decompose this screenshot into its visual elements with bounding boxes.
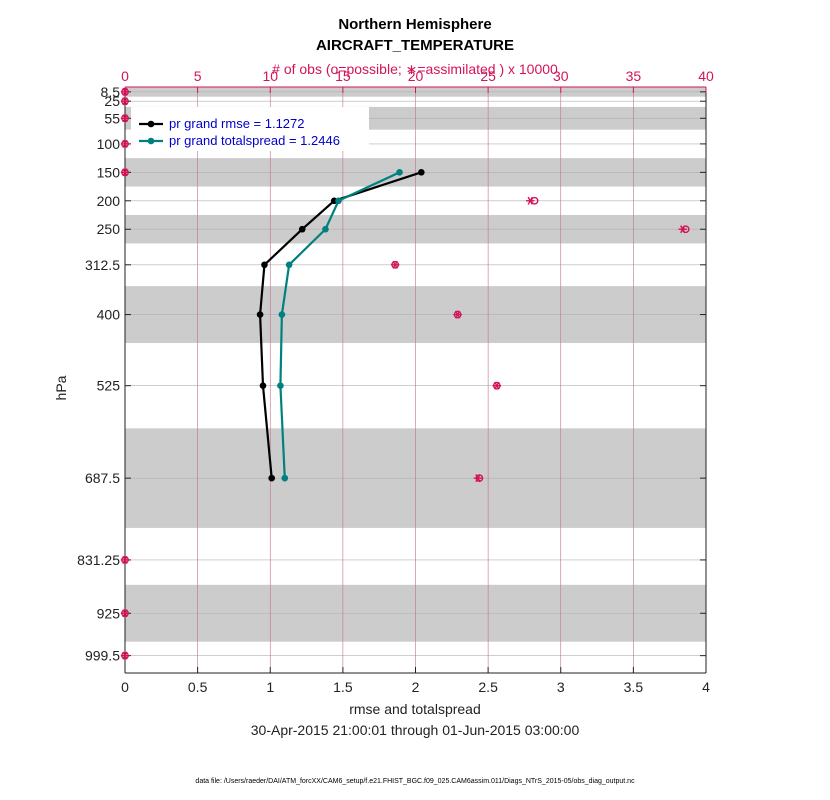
top-tick-label-2: 10 (262, 68, 278, 84)
axes: 0 0.5 1 1.5 2 2.5 3 3.5 40 5 10 15 20 25 30 35 408.52555… (77, 68, 714, 695)
top-tick-label-1: 5 (194, 68, 202, 84)
top-tick-label-8: 40 (698, 68, 714, 84)
y-tick-label-4: 150 (97, 164, 121, 180)
x-tick-label-1: 0.5 (188, 679, 208, 695)
obs-assimilated-stroke-13-2 (122, 651, 128, 660)
top-tick-label-5: 25 (480, 68, 496, 84)
obs-assimilated-stroke-6-2 (680, 225, 686, 234)
series-0-point-6 (268, 474, 276, 482)
y-tick-label-13: 999.5 (85, 648, 120, 664)
x-axis-label: rmse and totalspread (349, 701, 481, 717)
legend-box (131, 107, 369, 151)
series-0-point-3 (261, 261, 268, 269)
obs-assimilated-stroke-7-2 (392, 260, 398, 269)
x-tick-label-7: 3.5 (624, 679, 644, 695)
legend-marker-rmse (147, 120, 155, 128)
obs-assimilated-7 (390, 260, 400, 269)
legend: pr grand rmse = 1.1272 pr grand totalspr… (131, 107, 369, 151)
series-1-point-3 (285, 261, 293, 269)
y-tick-label-6: 250 (97, 221, 121, 237)
y-tick-label-3: 100 (97, 136, 121, 152)
top-tick-label-7: 35 (626, 68, 642, 84)
series-1-point-4 (278, 311, 286, 318)
obs-assimilated-stroke-5-2 (527, 196, 533, 205)
y-tick-label-9: 525 (97, 378, 121, 394)
x-tick-label-6: 3 (557, 679, 565, 695)
series-0-point-4 (256, 311, 264, 318)
y-tick-label-0: 8.5 (101, 84, 121, 100)
y-tick-label-2: 55 (104, 110, 120, 126)
y-tick-label-8: 400 (97, 307, 121, 323)
obs-assimilated-stroke-10-2 (475, 474, 481, 483)
top-tick-label-4: 20 (408, 68, 424, 84)
chart-title: Northern Hemisphere (338, 16, 491, 33)
top-tick-label-0: 0 (121, 68, 129, 84)
x-tick-label-3: 1.5 (333, 679, 353, 695)
legend-label-rmse: pr grand rmse = 1.1272 (169, 116, 305, 131)
top-tick-label-3: 15 (335, 68, 351, 84)
obs-assimilated-stroke-2-2 (122, 114, 128, 123)
series-lines (256, 169, 425, 482)
y-tick-label-11: 831.25 (77, 552, 120, 568)
series-0-point-2 (298, 225, 306, 233)
obs-assimilated-stroke-3-2 (122, 139, 128, 148)
data-file-footer: data file: /Users/raeder/DAI/ATM_forcXX/… (195, 778, 635, 785)
y-tick-label-7: 312.5 (85, 257, 120, 273)
series-1-point-6 (281, 474, 289, 482)
obs-assimilated-9 (492, 381, 502, 390)
obs-assimilated-stroke-8-2 (454, 310, 461, 319)
obs-assimilated-1 (120, 97, 130, 106)
x-tick-label-0: 0 (121, 679, 129, 695)
series-0-point-0 (418, 169, 425, 176)
x-tick-label-5: 2.5 (478, 679, 498, 695)
series-1-point-2 (322, 225, 329, 233)
obs-assimilated-stroke-12-2 (122, 609, 128, 618)
obs-assimilated-8 (453, 310, 462, 319)
chart-subtitle: AIRCRAFT_TEMPERATURE (316, 37, 514, 54)
series-1-point-0 (396, 169, 403, 176)
x-tick-label-8: 4 (702, 679, 710, 695)
series-1-point-1 (335, 197, 342, 205)
y-tick-label-5: 200 (97, 193, 121, 209)
obs-assimilated-5 (526, 196, 535, 205)
legend-label-spread: pr grand totalspread = 1.2446 (169, 133, 340, 148)
obs-assimilated-0 (120, 87, 130, 96)
obs-assimilated-10 (473, 474, 483, 483)
y-axis-label: hPa (53, 375, 69, 400)
obs-assimilated-stroke-11-2 (122, 555, 128, 564)
obs-assimilated-2 (120, 114, 130, 123)
series-0-point-5 (259, 382, 267, 389)
obs-assimilated-4 (120, 168, 130, 177)
y-tick-label-12: 925 (97, 605, 121, 621)
top-tick-label-6: 30 (553, 68, 569, 84)
series-1-point-5 (277, 382, 284, 389)
obs-assimilated-6 (678, 225, 687, 234)
obs-assimilated-3 (120, 139, 130, 148)
obs-assimilated-stroke-0-2 (122, 87, 128, 96)
y-tick-label-1: 25 (104, 93, 120, 109)
top-axis-label: # of obs (o=possible; ∗=assimilated ) x … (272, 61, 558, 77)
date-range-label: 30-Apr-2015 21:00:01 through 01-Jun-2015… (251, 722, 580, 738)
obs-assimilated-11 (120, 555, 130, 564)
x-tick-label-2: 1 (266, 679, 274, 695)
x-tick-label-4: 2 (412, 679, 420, 695)
obs-assimilated-stroke-4-2 (122, 168, 128, 177)
y-tick-label-10: 687.5 (85, 470, 120, 486)
obs-assimilated-12 (120, 609, 130, 618)
obs-assimilated-stroke-9-2 (494, 381, 500, 390)
obs-count-markers (120, 87, 690, 660)
legend-marker-spread (147, 137, 155, 145)
obs-assimilated-13 (120, 651, 130, 660)
obs-assimilated-stroke-1-2 (122, 97, 128, 106)
